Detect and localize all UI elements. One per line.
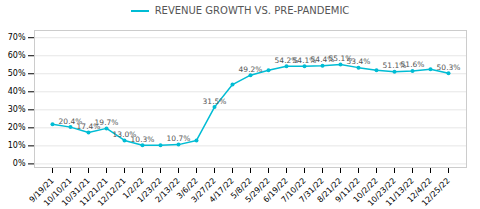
svg-text:54.1%: 54.1% xyxy=(292,55,317,65)
svg-text:10/10/21: 10/10/21 xyxy=(41,176,74,208)
html-text:REVENUE GROWTH VS. PRE-PANDEMI: REVENUE GROWTH VS. PRE-PANDEMIC xyxy=(154,5,350,16)
svg-text:7/10/22: 7/10/22 xyxy=(279,176,308,205)
svg-text:6/19/22: 6/19/22 xyxy=(261,176,290,205)
svg-text:51.6%: 51.6% xyxy=(401,60,425,69)
svg-text:5/8/22: 5/8/22 xyxy=(229,176,254,201)
svg-text:5/29/22: 5/29/22 xyxy=(243,176,272,205)
svg-text:19.7%: 19.7% xyxy=(95,118,119,127)
svg-text:10/23/22: 10/23/22 xyxy=(365,176,398,208)
svg-text:12/25/22: 12/25/22 xyxy=(420,176,452,208)
svg-text:50.3%: 50.3% xyxy=(437,63,461,72)
svg-text:31.5%: 31.5% xyxy=(203,97,227,106)
svg-text:50%: 50% xyxy=(8,69,26,78)
svg-text:7/31/22: 7/31/22 xyxy=(297,176,326,205)
svg-text:10%: 10% xyxy=(8,141,26,150)
svg-text:49.2%: 49.2% xyxy=(239,65,263,74)
svg-text:11/21/21: 11/21/21 xyxy=(77,176,110,208)
svg-text:4/17/22: 4/17/22 xyxy=(208,176,236,204)
svg-text:1/2/22: 1/2/22 xyxy=(121,176,146,201)
svg-text:9/19/21: 9/19/21 xyxy=(27,176,56,205)
svg-text:17.4%: 17.4% xyxy=(76,121,101,131)
svg-text:20%: 20% xyxy=(8,123,26,132)
svg-text:3/27/22: 3/27/22 xyxy=(189,176,218,205)
svg-text:70%: 70% xyxy=(8,33,26,42)
svg-text:9/11/22: 9/11/22 xyxy=(333,176,362,205)
svg-text:13.0%: 13.0% xyxy=(112,129,137,139)
svg-text:12/4/22: 12/4/22 xyxy=(405,176,434,205)
svg-text:10.7%: 10.7% xyxy=(167,134,191,143)
svg-text:10/31/21: 10/31/21 xyxy=(59,176,92,208)
svg-text:11/13/22: 11/13/22 xyxy=(383,176,416,208)
svg-text:54.2%: 54.2% xyxy=(274,55,299,65)
svg-text:60%: 60% xyxy=(8,51,26,60)
svg-text:30%: 30% xyxy=(8,105,26,114)
svg-text:8/21/22: 8/21/22 xyxy=(315,176,344,205)
svg-text:12/12/21: 12/12/21 xyxy=(95,176,128,208)
svg-text:2/13/22: 2/13/22 xyxy=(154,176,182,204)
svg-text:20.4%: 20.4% xyxy=(58,116,83,126)
svg-text:53.4%: 53.4% xyxy=(347,57,371,66)
svg-text:10/2/22: 10/2/22 xyxy=(351,176,380,205)
svg-text:1/23/22: 1/23/22 xyxy=(135,176,164,205)
svg-text:3/6/22: 3/6/22 xyxy=(175,176,200,201)
svg-text:55.1%: 55.1% xyxy=(328,54,353,63)
svg-text:51.1%: 51.1% xyxy=(382,61,407,71)
svg-text:10.3%: 10.3% xyxy=(131,135,155,144)
svg-text:54.4%: 54.4% xyxy=(310,55,335,65)
svg-text:40%: 40% xyxy=(8,87,26,96)
svg-text:0%: 0% xyxy=(13,159,26,168)
